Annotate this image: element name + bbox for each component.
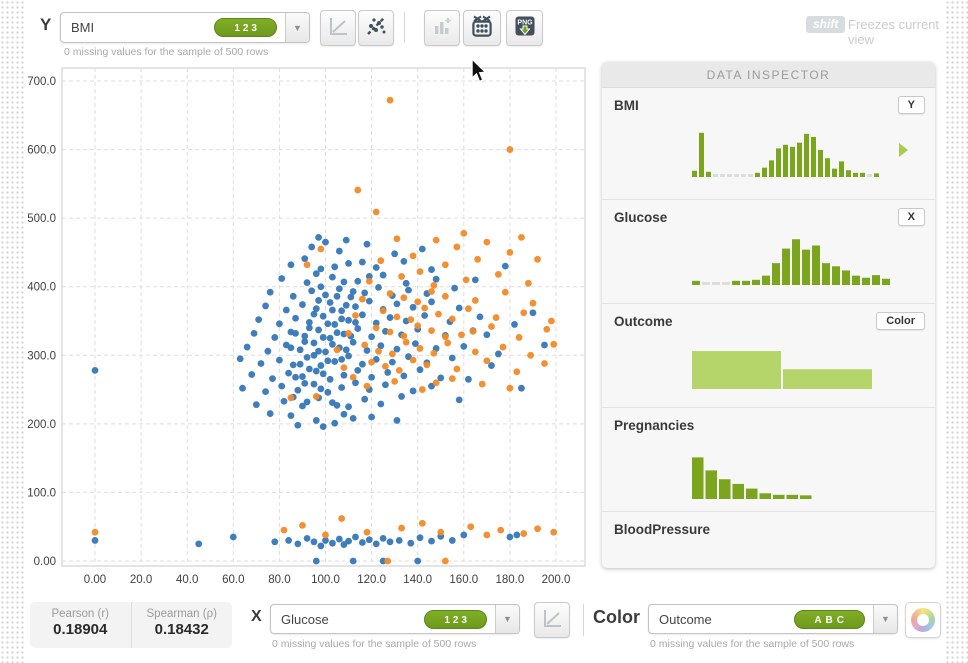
line-chart-icon <box>541 607 563 634</box>
svg-text:160.0: 160.0 <box>449 574 478 586</box>
bottombar-divider <box>583 604 584 636</box>
axis-assignment-badge[interactable]: Y <box>897 96 925 114</box>
numeric-type-badge: 123 <box>214 18 277 37</box>
inspector-section-bloodpressure[interactable]: BloodPressure <box>602 512 935 568</box>
svg-text:200.0: 200.0 <box>542 574 571 586</box>
field-name: Glucose <box>614 210 668 225</box>
download-png-button[interactable]: PNG <box>506 10 543 46</box>
svg-text:80.0: 80.0 <box>268 574 290 586</box>
add-bar-chart-icon <box>431 15 453 42</box>
chevron-down-icon[interactable]: ▼ <box>873 605 897 633</box>
x-missing-caption: 0 missing values for the sample of 500 r… <box>272 638 477 650</box>
svg-text:300.0: 300.0 <box>27 350 56 362</box>
correlation-stats: Pearson (r) 0.18904 Spearman (ρ) 0.18432 <box>30 602 232 648</box>
svg-text:500.0: 500.0 <box>27 213 56 225</box>
field-name: BloodPressure <box>614 522 711 537</box>
y-missing-caption: 0 missing values for the sample of 500 r… <box>64 46 269 58</box>
color-field-select[interactable]: Outcome ABC ▼ <box>648 604 898 634</box>
svg-text:180.0: 180.0 <box>496 574 525 586</box>
histogram-pregnancies <box>692 457 812 499</box>
svg-text:400.0: 400.0 <box>27 282 56 294</box>
field-name: Outcome <box>614 314 673 329</box>
color-field-value: Outcome <box>659 611 712 627</box>
field-name: BMI <box>614 98 639 113</box>
histogram-glucose <box>692 239 890 285</box>
pearson-value: 0.18904 <box>53 621 108 638</box>
color-palette-button[interactable] <box>905 602 941 638</box>
inspector-section-outcome[interactable]: Outcome Color <box>602 304 935 408</box>
data-inspector-title: DATA INSPECTOR <box>602 62 935 88</box>
line-chart-button[interactable] <box>320 10 356 46</box>
svg-text:120.0: 120.0 <box>357 574 386 586</box>
svg-text:0.00: 0.00 <box>34 556 56 568</box>
axis-assignment-badge[interactable]: X <box>897 208 925 226</box>
inspector-section-bmi[interactable]: BMI Y <box>602 88 935 200</box>
field-name: Pregnancies <box>614 418 695 433</box>
spearman-label: Spearman (ρ) <box>146 608 217 620</box>
histogram-bloodpressure <box>614 545 919 568</box>
x-field-value: Glucose <box>281 611 329 627</box>
color-missing-caption: 0 missing values for the sample of 500 r… <box>650 638 855 650</box>
inspector-section-pregnancies[interactable]: Pregnancies <box>602 408 935 512</box>
y-axis-letter: Y <box>40 15 52 34</box>
svg-text:0.00: 0.00 <box>84 574 106 586</box>
numeric-type-badge: 123 <box>424 610 487 629</box>
scatter-trendline-icon <box>365 15 387 42</box>
svg-text:140.0: 140.0 <box>403 574 432 586</box>
spearman-value: 0.18432 <box>154 621 209 638</box>
y-field-select[interactable]: BMI 123 ▼ <box>60 12 310 43</box>
axis-assignment-badge[interactable]: Color <box>876 312 925 330</box>
chevron-down-icon[interactable]: ▼ <box>285 13 309 42</box>
svg-text:PNG: PNG <box>517 19 533 26</box>
histogram-outcome <box>692 351 872 389</box>
shuffle-rows-button[interactable] <box>463 10 501 46</box>
inspector-section-glucose[interactable]: Glucose X <box>602 200 935 304</box>
svg-text:60.0: 60.0 <box>222 574 244 586</box>
svg-text:100.0: 100.0 <box>27 487 56 499</box>
x-axis-letter: X <box>251 608 262 625</box>
shift-key-badge: shift <box>806 16 846 33</box>
chevron-down-icon[interactable]: ▼ <box>495 605 519 633</box>
mouse-cursor <box>471 58 488 83</box>
data-inspector-panel: DATA INSPECTOR BMI Y Glucose X Outcome C… <box>602 62 935 568</box>
color-wheel-icon <box>911 608 935 632</box>
toolbar-divider <box>404 12 405 43</box>
line-chart-button-bottom[interactable] <box>534 602 570 638</box>
histogram-bmi <box>692 132 908 177</box>
add-chart-button[interactable] <box>424 10 460 46</box>
pearson-label: Pearson (r) <box>51 608 110 620</box>
svg-text:600.0: 600.0 <box>27 145 56 157</box>
shuffle-rows-icon <box>470 14 494 43</box>
svg-text:20.0: 20.0 <box>130 574 152 586</box>
shift-hint-text: Freezes current view <box>848 17 940 47</box>
line-chart-icon <box>327 15 349 42</box>
scatter-trend-button[interactable] <box>358 10 394 46</box>
svg-text:100.0: 100.0 <box>311 574 340 586</box>
x-field-select[interactable]: Glucose 123 ▼ <box>270 604 520 634</box>
color-control-label: Color <box>593 607 640 627</box>
categorical-type-badge: ABC <box>794 610 865 629</box>
y-field-value: BMI <box>71 20 95 35</box>
svg-text:40.0: 40.0 <box>176 574 198 586</box>
svg-text:700.0: 700.0 <box>27 76 56 88</box>
download-png-icon: PNG <box>513 14 537 43</box>
scatter-plot[interactable]: 0.00 20.0 40.0 60.0 80.0 100.0 120.0 140.0 160.0… <box>20 62 596 594</box>
svg-text:200.0: 200.0 <box>27 419 56 431</box>
